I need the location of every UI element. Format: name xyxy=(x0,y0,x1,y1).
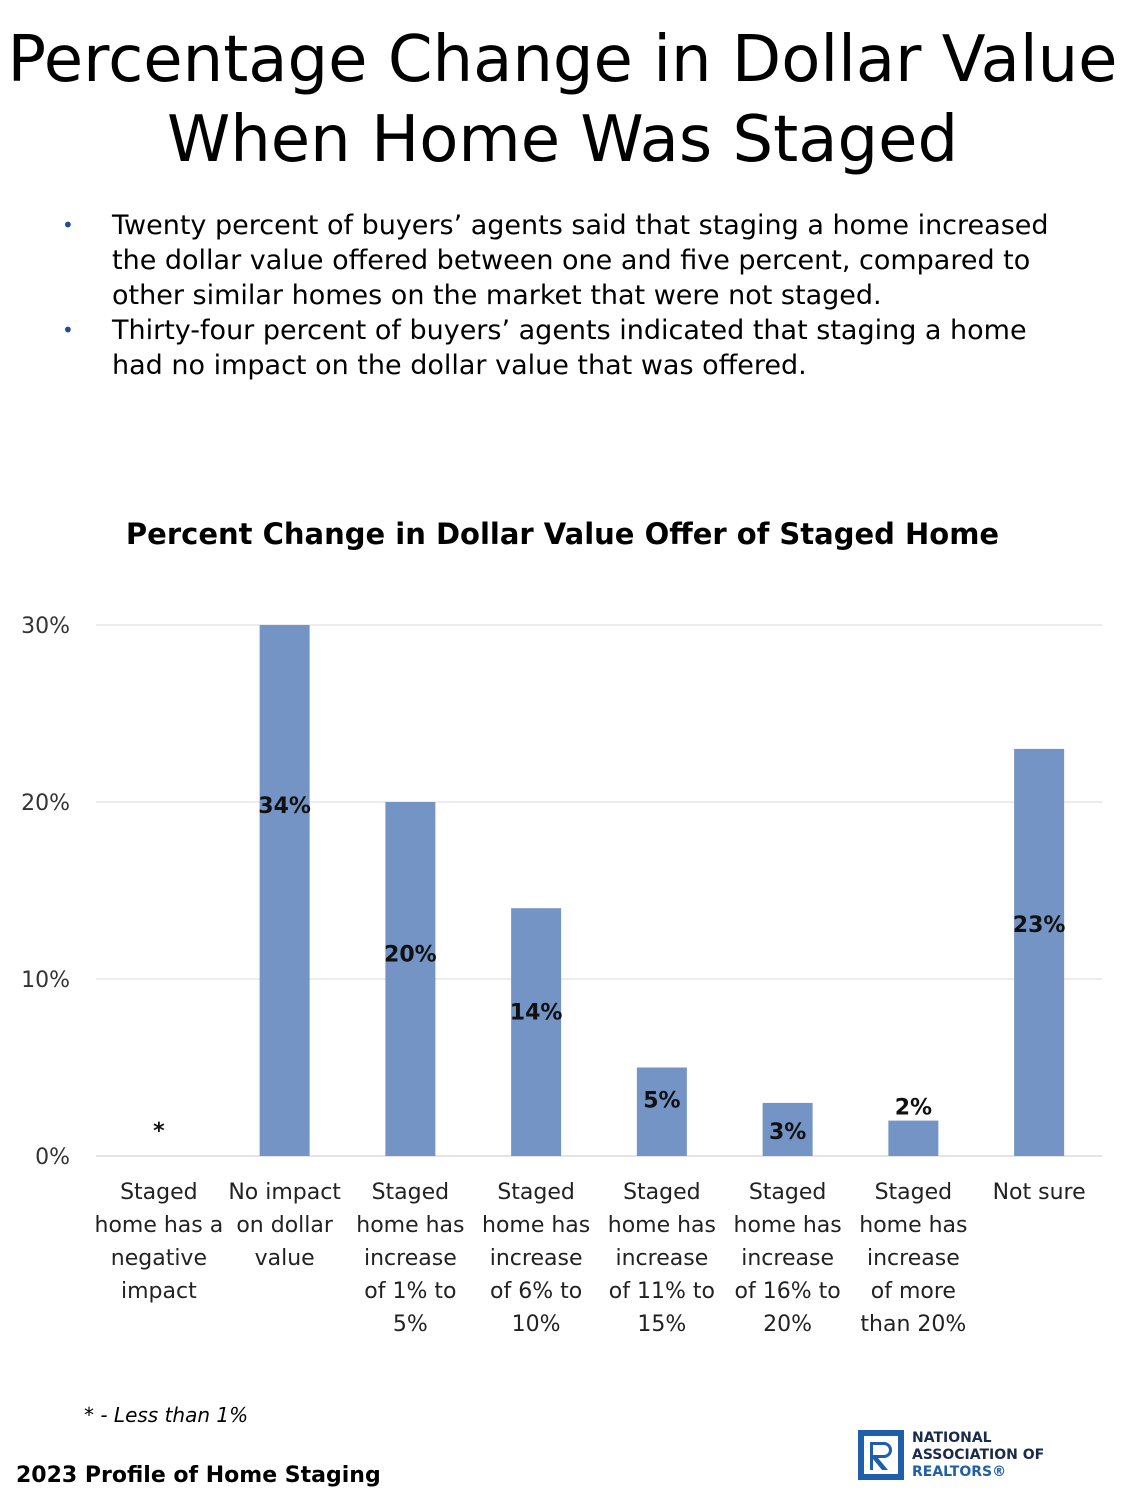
data-label: 34% xyxy=(258,794,311,819)
category-label: Not sure xyxy=(993,1180,1086,1205)
bar xyxy=(1014,748,1065,1156)
bullet-text: Thirty-four percent of buyers’ agents in… xyxy=(112,315,1027,381)
category-label-line: No impact xyxy=(228,1180,341,1205)
category-label-line: negative xyxy=(111,1246,207,1271)
summary-bullets: • Twenty percent of buyers’ agents said … xyxy=(62,208,1052,383)
category-label-line: Staged xyxy=(623,1180,701,1205)
bar xyxy=(259,625,310,1156)
category-label-line: Staged xyxy=(120,1180,198,1205)
category-label-line: of 1% to xyxy=(364,1279,456,1304)
category-label-line: 15% xyxy=(637,1312,686,1337)
bar xyxy=(636,1067,687,1156)
category-label: Staged home has increase of 6% to 10% xyxy=(482,1180,590,1337)
y-tick-label: 10% xyxy=(21,968,70,993)
data-label: 3% xyxy=(769,1120,806,1145)
category-label-line: 10% xyxy=(512,1312,561,1337)
category-label-line: home has xyxy=(608,1213,716,1238)
data-label: 14% xyxy=(510,1001,563,1026)
category-label-line: value xyxy=(255,1246,315,1271)
category-label: No impact on dollar value xyxy=(228,1180,341,1271)
bar xyxy=(762,1102,813,1156)
logo-line: REALTORS® xyxy=(912,1464,1007,1480)
category-label-line: increase xyxy=(490,1246,583,1271)
report-name: 2023 Profile of Home Staging xyxy=(16,1463,381,1488)
category-label-line: home has xyxy=(734,1213,842,1238)
category-label: Staged home has increase of 1% to 5% xyxy=(356,1180,464,1337)
category-label-line: on dollar xyxy=(236,1213,334,1238)
category-label-line: increase xyxy=(741,1246,834,1271)
bar xyxy=(511,908,562,1156)
bullet-item: • Thirty-four percent of buyers’ agents … xyxy=(62,313,1052,383)
realtor-r-logo-icon xyxy=(858,1430,904,1480)
y-tick-label: 20% xyxy=(21,791,70,816)
logo-line: NATIONAL xyxy=(912,1430,992,1446)
category-label-line: than 20% xyxy=(860,1312,966,1337)
category-label: Staged home has increase of 11% to 15% xyxy=(608,1180,716,1337)
category-label-line: of 11% to xyxy=(609,1279,715,1304)
category-label: Staged home has increase of 16% to 20% xyxy=(734,1180,842,1337)
data-label: 20% xyxy=(384,942,437,967)
category-label-line: impact xyxy=(121,1279,197,1304)
data-label: 2% xyxy=(895,1096,932,1121)
category-label-line: home has xyxy=(356,1213,464,1238)
data-label: 5% xyxy=(643,1088,680,1113)
logo-line: ASSOCIATION OF xyxy=(912,1447,1045,1463)
category-label-line: Staged xyxy=(372,1180,450,1205)
bullet-icon: • xyxy=(62,318,74,342)
bar xyxy=(385,802,436,1156)
category-label-line: of more xyxy=(871,1279,956,1304)
chart-title: Percent Change in Dollar Value Offer of … xyxy=(125,517,1000,551)
page-title: Percentage Change in Dollar Value When H… xyxy=(7,23,1118,177)
category-label-line: of 16% to xyxy=(735,1279,841,1304)
data-label: * xyxy=(153,1119,165,1144)
category-label-line: 5% xyxy=(393,1312,428,1337)
data-label: 23% xyxy=(1013,913,1066,938)
category-label-line: increase xyxy=(867,1246,960,1271)
category-label-line: Staged xyxy=(497,1180,575,1205)
category-label: Staged home has a negative impact xyxy=(95,1180,224,1304)
category-label-line: Staged xyxy=(749,1180,827,1205)
category-label-line: home has xyxy=(859,1213,967,1238)
bullet-icon: • xyxy=(62,213,74,237)
category-label-line: increase xyxy=(364,1246,457,1271)
category-label-line: 20% xyxy=(763,1312,812,1337)
logo-text: NATIONAL ASSOCIATION OF REALTORS® xyxy=(912,1430,1044,1481)
y-tick-label: 30% xyxy=(21,614,70,639)
category-label-line: Staged xyxy=(875,1180,953,1205)
category-label-line: increase xyxy=(616,1246,709,1271)
category-label-line: home has a xyxy=(95,1213,224,1238)
category-label-line: of 6% to xyxy=(490,1279,582,1304)
bullet-text: Twenty percent of buyers’ agents said th… xyxy=(112,210,1049,311)
y-tick-label: 0% xyxy=(35,1145,70,1170)
category-label: Staged home has increase of more than 20% xyxy=(859,1180,967,1337)
footnote: * - Less than 1% xyxy=(84,1403,249,1427)
nar-logo: NATIONAL ASSOCIATION OF REALTORS® xyxy=(858,1430,1044,1481)
category-label-line: Not sure xyxy=(993,1180,1086,1205)
bullet-item: • Twenty percent of buyers’ agents said … xyxy=(62,208,1052,313)
category-label-line: home has xyxy=(482,1213,590,1238)
bar xyxy=(888,1120,939,1156)
